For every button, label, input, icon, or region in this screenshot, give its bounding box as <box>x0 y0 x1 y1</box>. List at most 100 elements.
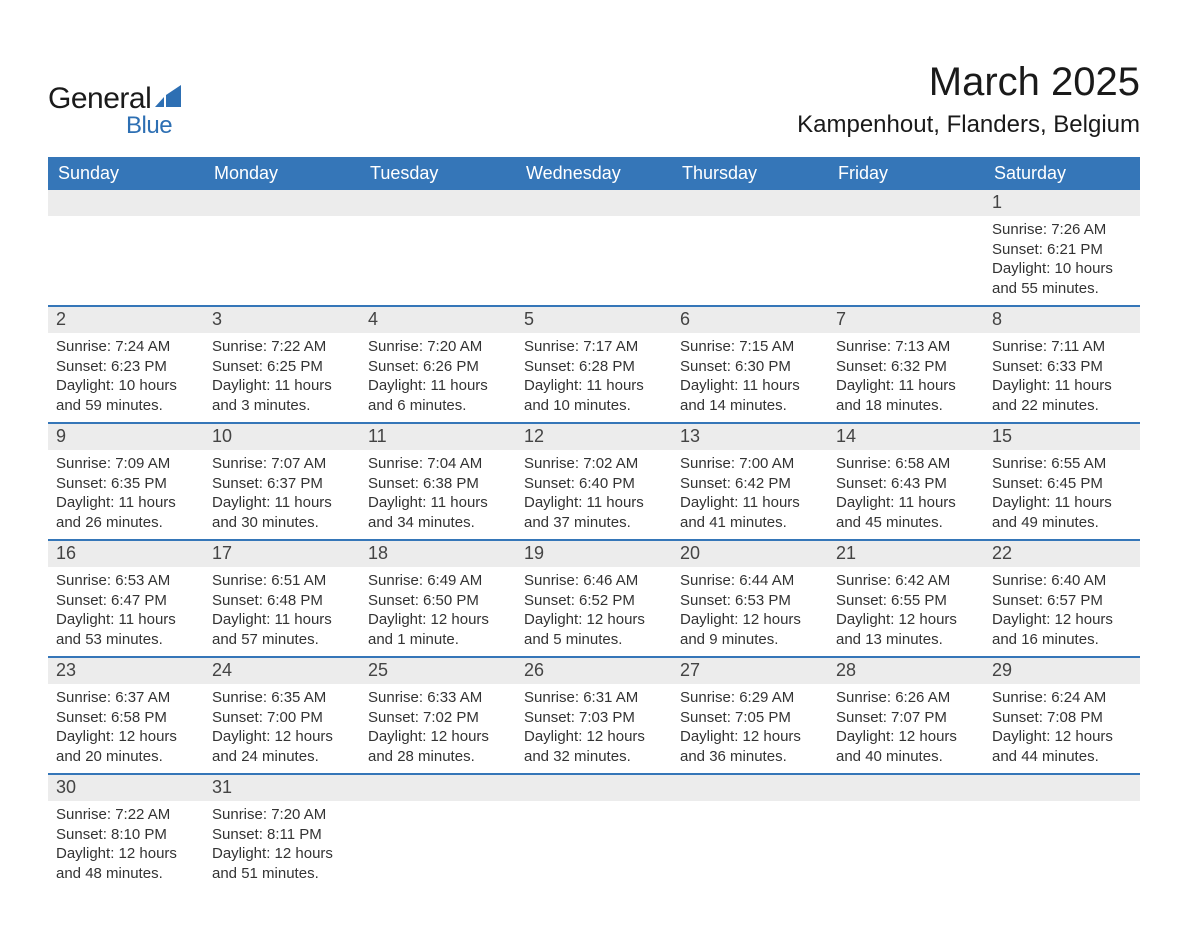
day-cell-num <box>516 773 672 801</box>
day-number <box>672 775 828 799</box>
day-cell-detail: Sunrise: 7:07 AMSunset: 6:37 PMDaylight:… <box>204 450 360 539</box>
day-sunrise: Sunrise: 7:24 AM <box>56 337 196 357</box>
day-sunset: Sunset: 6:42 PM <box>680 474 820 494</box>
day-detail <box>828 801 984 821</box>
day-sunrise: Sunrise: 6:49 AM <box>368 571 508 591</box>
day-sunset: Sunset: 6:45 PM <box>992 474 1132 494</box>
day-sunrise: Sunrise: 7:22 AM <box>212 337 352 357</box>
calendar-header-row: Sunday Monday Tuesday Wednesday Thursday… <box>48 157 1140 190</box>
day-number: 7 <box>828 307 984 333</box>
day-cell-num: 16 <box>48 539 204 567</box>
day-daylight-line1: Daylight: 12 hours <box>992 727 1132 747</box>
day-daylight-line2: and 5 minutes. <box>524 630 664 650</box>
day-detail: Sunrise: 7:15 AMSunset: 6:30 PMDaylight:… <box>672 333 828 422</box>
day-daylight-line1: Daylight: 12 hours <box>56 727 196 747</box>
day-daylight-line2: and 1 minute. <box>368 630 508 650</box>
day-daylight-line2: and 22 minutes. <box>992 396 1132 416</box>
day-daylight-line1: Daylight: 12 hours <box>680 727 820 747</box>
day-daylight-line2: and 55 minutes. <box>992 279 1132 299</box>
day-daylight-line1: Daylight: 11 hours <box>212 610 352 630</box>
day-cell-detail: Sunrise: 7:24 AMSunset: 6:23 PMDaylight:… <box>48 333 204 422</box>
day-detail: Sunrise: 6:26 AMSunset: 7:07 PMDaylight:… <box>828 684 984 773</box>
day-number: 2 <box>48 307 204 333</box>
day-sunrise: Sunrise: 6:29 AM <box>680 688 820 708</box>
day-sunset: Sunset: 6:23 PM <box>56 357 196 377</box>
day-cell-num: 11 <box>360 422 516 450</box>
day-cell-num: 6 <box>672 305 828 333</box>
day-cell-num: 28 <box>828 656 984 684</box>
day-number <box>828 190 984 214</box>
day-detail: Sunrise: 6:44 AMSunset: 6:53 PMDaylight:… <box>672 567 828 656</box>
day-cell-num <box>828 190 984 216</box>
day-daylight-line2: and 6 minutes. <box>368 396 508 416</box>
day-sunset: Sunset: 7:05 PM <box>680 708 820 728</box>
day-detail: Sunrise: 6:55 AMSunset: 6:45 PMDaylight:… <box>984 450 1140 539</box>
day-detail: Sunrise: 7:26 AMSunset: 6:21 PMDaylight:… <box>984 216 1140 305</box>
day-number <box>516 190 672 214</box>
day-cell-detail: Sunrise: 6:31 AMSunset: 7:03 PMDaylight:… <box>516 684 672 773</box>
brand-chart-icon <box>155 81 181 115</box>
day-sunset: Sunset: 7:02 PM <box>368 708 508 728</box>
day-daylight-line1: Daylight: 12 hours <box>680 610 820 630</box>
day-sunset: Sunset: 6:48 PM <box>212 591 352 611</box>
day-cell-detail: Sunrise: 7:15 AMSunset: 6:30 PMDaylight:… <box>672 333 828 422</box>
week-detail-row: Sunrise: 7:22 AMSunset: 8:10 PMDaylight:… <box>48 801 1140 890</box>
day-detail: Sunrise: 6:31 AMSunset: 7:03 PMDaylight:… <box>516 684 672 773</box>
day-detail: Sunrise: 6:37 AMSunset: 6:58 PMDaylight:… <box>48 684 204 773</box>
day-daylight-line2: and 49 minutes. <box>992 513 1132 533</box>
day-daylight-line1: Daylight: 11 hours <box>368 376 508 396</box>
day-detail <box>360 216 516 236</box>
day-number: 21 <box>828 541 984 567</box>
day-cell-num: 21 <box>828 539 984 567</box>
day-detail: Sunrise: 7:04 AMSunset: 6:38 PMDaylight:… <box>360 450 516 539</box>
day-daylight-line1: Daylight: 12 hours <box>212 844 352 864</box>
day-detail <box>48 216 204 236</box>
day-sunrise: Sunrise: 6:42 AM <box>836 571 976 591</box>
day-sunrise: Sunrise: 6:26 AM <box>836 688 976 708</box>
day-number: 19 <box>516 541 672 567</box>
day-sunset: Sunset: 8:11 PM <box>212 825 352 845</box>
day-daylight-line2: and 24 minutes. <box>212 747 352 767</box>
day-cell-detail: Sunrise: 6:37 AMSunset: 6:58 PMDaylight:… <box>48 684 204 773</box>
day-cell-num <box>672 773 828 801</box>
day-sunrise: Sunrise: 7:20 AM <box>368 337 508 357</box>
day-daylight-line1: Daylight: 11 hours <box>524 376 664 396</box>
day-sunrise: Sunrise: 7:20 AM <box>212 805 352 825</box>
day-sunset: Sunset: 6:47 PM <box>56 591 196 611</box>
day-number: 3 <box>204 307 360 333</box>
day-sunrise: Sunrise: 7:13 AM <box>836 337 976 357</box>
day-number: 17 <box>204 541 360 567</box>
day-cell-num <box>360 190 516 216</box>
day-daylight-line2: and 14 minutes. <box>680 396 820 416</box>
day-number: 28 <box>828 658 984 684</box>
day-sunrise: Sunrise: 7:26 AM <box>992 220 1132 240</box>
day-cell-num: 10 <box>204 422 360 450</box>
day-number: 12 <box>516 424 672 450</box>
day-detail: Sunrise: 6:29 AMSunset: 7:05 PMDaylight:… <box>672 684 828 773</box>
day-cell-detail <box>516 801 672 890</box>
day-detail: Sunrise: 7:07 AMSunset: 6:37 PMDaylight:… <box>204 450 360 539</box>
week-daynum-row: 16171819202122 <box>48 539 1140 567</box>
day-cell-num: 18 <box>360 539 516 567</box>
day-daylight-line2: and 48 minutes. <box>56 864 196 884</box>
day-daylight-line2: and 16 minutes. <box>992 630 1132 650</box>
day-cell-detail: Sunrise: 7:09 AMSunset: 6:35 PMDaylight:… <box>48 450 204 539</box>
day-cell-detail: Sunrise: 6:40 AMSunset: 6:57 PMDaylight:… <box>984 567 1140 656</box>
day-daylight-line1: Daylight: 12 hours <box>524 727 664 747</box>
day-sunrise: Sunrise: 6:31 AM <box>524 688 664 708</box>
day-number: 10 <box>204 424 360 450</box>
day-cell-num: 27 <box>672 656 828 684</box>
day-daylight-line1: Daylight: 11 hours <box>992 493 1132 513</box>
day-number: 13 <box>672 424 828 450</box>
day-detail <box>672 801 828 821</box>
day-daylight-line2: and 13 minutes. <box>836 630 976 650</box>
day-number: 16 <box>48 541 204 567</box>
day-sunrise: Sunrise: 6:53 AM <box>56 571 196 591</box>
day-sunset: Sunset: 6:30 PM <box>680 357 820 377</box>
day-detail: Sunrise: 6:40 AMSunset: 6:57 PMDaylight:… <box>984 567 1140 656</box>
day-cell-num: 20 <box>672 539 828 567</box>
day-cell-num: 15 <box>984 422 1140 450</box>
day-cell-num: 24 <box>204 656 360 684</box>
day-cell-num: 5 <box>516 305 672 333</box>
day-daylight-line1: Daylight: 10 hours <box>992 259 1132 279</box>
